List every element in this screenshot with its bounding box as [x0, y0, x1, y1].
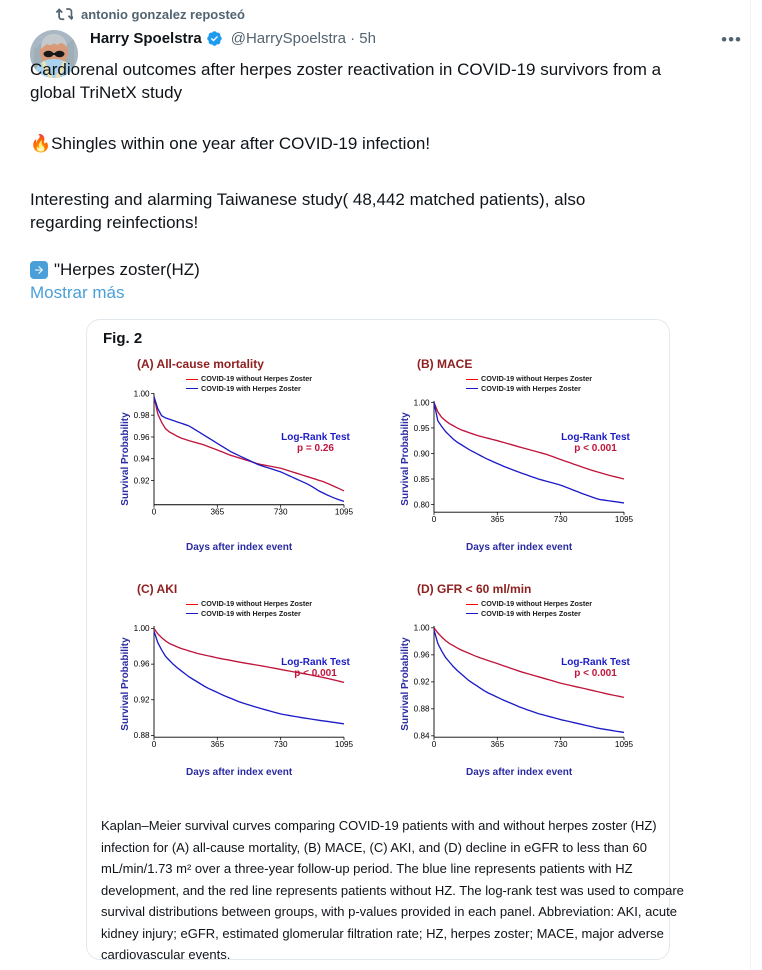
- svg-text:730: 730: [554, 740, 568, 749]
- svg-text:730: 730: [274, 740, 288, 749]
- svg-text:0.94: 0.94: [134, 455, 150, 464]
- svg-text:1095: 1095: [615, 740, 634, 749]
- svg-text:0.90: 0.90: [414, 449, 430, 458]
- svg-text:1.00: 1.00: [414, 623, 430, 632]
- svg-text:0.88: 0.88: [414, 704, 430, 713]
- svg-text:0: 0: [152, 507, 157, 516]
- svg-text:0.98: 0.98: [134, 411, 150, 420]
- svg-text:1.00: 1.00: [414, 398, 430, 407]
- svg-text:0.84: 0.84: [414, 731, 430, 740]
- svg-text:0.96: 0.96: [134, 433, 150, 442]
- svg-text:0.92: 0.92: [134, 476, 150, 485]
- svg-text:365: 365: [211, 507, 225, 516]
- svg-text:730: 730: [554, 515, 568, 524]
- svg-text:365: 365: [491, 515, 505, 524]
- svg-text:0: 0: [432, 515, 437, 524]
- svg-text:1095: 1095: [335, 507, 354, 516]
- svg-text:0.96: 0.96: [134, 660, 150, 669]
- svg-text:1.00: 1.00: [134, 389, 150, 398]
- svg-text:0: 0: [432, 740, 437, 749]
- svg-text:0.95: 0.95: [414, 424, 430, 433]
- svg-text:730: 730: [274, 507, 288, 516]
- svg-text:1095: 1095: [615, 515, 634, 524]
- svg-text:0.96: 0.96: [414, 650, 430, 659]
- svg-text:1.00: 1.00: [134, 624, 150, 633]
- svg-text:0.92: 0.92: [414, 677, 430, 686]
- svg-text:0.88: 0.88: [134, 731, 150, 740]
- svg-text:365: 365: [491, 740, 505, 749]
- svg-text:0.85: 0.85: [414, 475, 430, 484]
- svg-text:0.80: 0.80: [414, 500, 430, 509]
- svg-text:0: 0: [152, 740, 157, 749]
- svg-text:1095: 1095: [335, 740, 354, 749]
- svg-text:0.92: 0.92: [134, 695, 150, 704]
- svg-text:365: 365: [211, 740, 225, 749]
